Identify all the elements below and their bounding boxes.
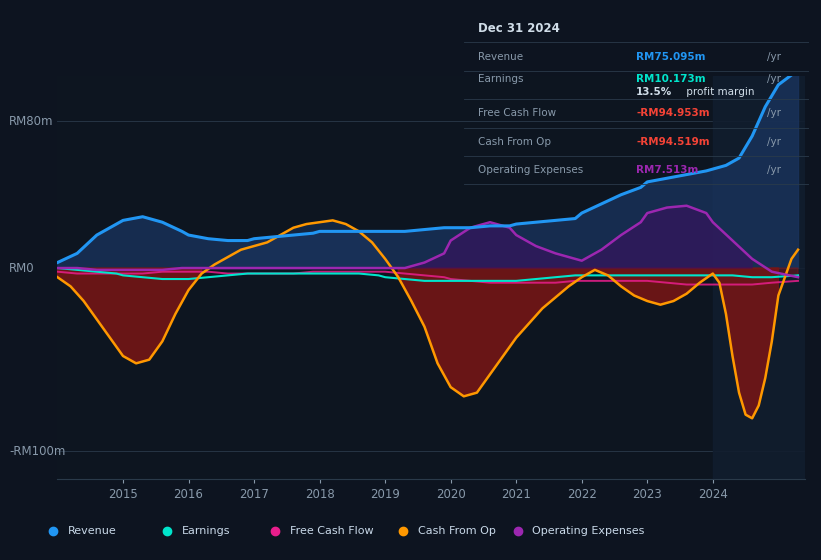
Text: RM7.513m: RM7.513m — [636, 165, 699, 175]
Text: /yr: /yr — [768, 109, 782, 118]
Text: Earnings: Earnings — [182, 526, 231, 535]
Text: 13.5%: 13.5% — [636, 87, 672, 97]
Text: Revenue: Revenue — [478, 52, 523, 62]
Bar — [713, 76, 805, 479]
Text: Earnings: Earnings — [478, 74, 523, 85]
Text: -RM100m: -RM100m — [9, 445, 66, 458]
Text: Dec 31 2024: Dec 31 2024 — [478, 22, 560, 35]
Text: profit margin: profit margin — [683, 87, 754, 97]
Text: /yr: /yr — [768, 137, 782, 147]
Text: Free Cash Flow: Free Cash Flow — [290, 526, 374, 535]
Text: -RM94.953m: -RM94.953m — [636, 109, 710, 118]
Text: Operating Expenses: Operating Expenses — [478, 165, 583, 175]
Text: RM75.095m: RM75.095m — [636, 52, 706, 62]
Text: -RM94.519m: -RM94.519m — [636, 137, 710, 147]
Text: /yr: /yr — [768, 165, 782, 175]
Text: Cash From Op: Cash From Op — [478, 137, 551, 147]
Text: RM80m: RM80m — [9, 115, 53, 128]
Text: Revenue: Revenue — [68, 526, 117, 535]
Text: /yr: /yr — [768, 52, 782, 62]
Text: RM10.173m: RM10.173m — [636, 74, 706, 85]
Text: Free Cash Flow: Free Cash Flow — [478, 109, 556, 118]
Text: RM0: RM0 — [9, 262, 34, 274]
Text: Cash From Op: Cash From Op — [418, 526, 496, 535]
Text: /yr: /yr — [768, 74, 782, 85]
Text: Operating Expenses: Operating Expenses — [532, 526, 644, 535]
